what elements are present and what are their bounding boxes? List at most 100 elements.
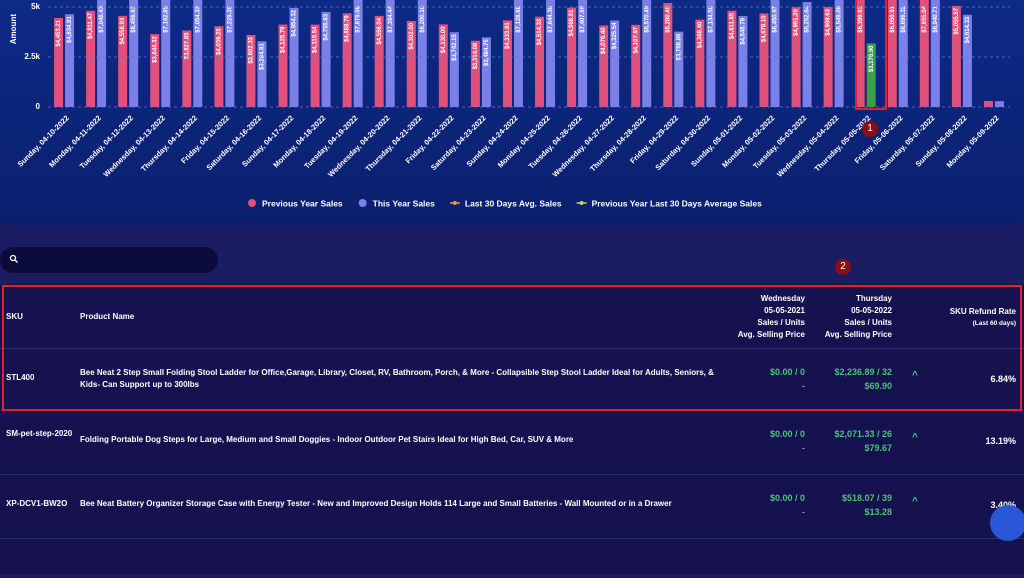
bar (257, 41, 267, 107)
table-row (0, 538, 1024, 578)
data-label: $4,368.40 (697, 21, 703, 48)
bar (289, 7, 299, 108)
data-label: $4,302.00 (409, 22, 415, 49)
table-cell: Folding Portable Dog Steps for Large, Me… (80, 435, 574, 444)
data-label: $4,954.32 (292, 9, 298, 36)
expand-icon: ^ (912, 370, 918, 381)
bar (834, 0, 844, 107)
bar (438, 24, 448, 107)
data-label: $4,039.25 (216, 28, 222, 55)
bar (855, 0, 865, 107)
bar (695, 19, 705, 107)
table-cell: 6.84% (990, 374, 1016, 384)
table-cell: - (802, 381, 805, 391)
bar (214, 26, 224, 108)
y-axis-label: Amount (9, 14, 18, 45)
highlight-box (2, 285, 1022, 411)
header-cell: SKU (6, 312, 23, 321)
data-label: $5,549.08 (837, 5, 843, 32)
bar (182, 30, 192, 107)
data-label: $7,407.69 (580, 5, 586, 32)
header-cell: (Last 60 days) (972, 320, 1016, 327)
bar (513, 0, 523, 107)
data-label: $6,399.63 (858, 5, 864, 32)
table-cell: $2,236.89 / 32 (834, 367, 892, 377)
data-label: $4,999.63 (826, 8, 832, 35)
x-tick-label: Wednesday, 05-04-2022 (775, 113, 840, 178)
data-label: $7,394.44 (388, 5, 394, 32)
bar (535, 16, 545, 107)
x-tick-label: Wednesday, 04-13-2022 (102, 113, 167, 178)
table-cell: XP-DCV1-BW2O (6, 499, 68, 508)
table-cell: $2,071.33 / 26 (834, 429, 892, 439)
data-label: $4,558.93 (120, 17, 126, 44)
legend-swatch (579, 201, 584, 205)
data-label: $7,229.39 (227, 5, 233, 32)
bar (54, 17, 64, 108)
bar (310, 24, 320, 107)
data-label: $5,055.57 (954, 7, 960, 34)
table-cell: $0.00 / 0 (769, 429, 805, 439)
table-cell: SM-pet-step-2020 (6, 429, 73, 438)
x-tick-label: Thursday, 04-21-2022 (364, 113, 424, 173)
header-cell: 05-05-2022 (851, 306, 892, 315)
table-cell: $13.28 (864, 507, 892, 517)
data-label: $8,456.63 (131, 5, 137, 32)
data-label: $4,514.33 (537, 18, 543, 45)
legend-label: Previous Year Last 30 Days Average Sales (592, 198, 763, 208)
data-label: $4,333.91 (505, 22, 511, 49)
data-label: $4,107.97 (633, 26, 639, 53)
legend-swatch (248, 199, 256, 207)
x-tick-label: Tuesday, 04-26-2022 (527, 113, 584, 170)
bar (502, 20, 512, 107)
table-cell: $0.00 / 0 (769, 493, 805, 503)
table-cell: Bee Neat 2 Step Small Folding Stool Ladd… (80, 368, 714, 389)
chat-button[interactable] (990, 505, 1024, 541)
bar (118, 15, 128, 108)
x-tick-label: Tuesday, 04-12-2022 (78, 113, 135, 170)
bar (738, 16, 748, 107)
x-tick-label: Thursday, 04-28-2022 (588, 113, 648, 173)
data-label: $6,940.71 (933, 5, 939, 32)
data-label: $4,125.79 (281, 26, 287, 53)
data-label: $3,602.33 (249, 36, 255, 63)
bar (449, 32, 459, 108)
bar (983, 101, 993, 107)
x-tick-label: Tuesday, 05-03-2022 (751, 113, 808, 170)
data-label: $7,655.04 (922, 5, 928, 32)
table-cell: - (802, 443, 805, 453)
data-label: $4,678.10 (762, 15, 768, 42)
data-label: $4,634.91 (67, 16, 73, 43)
bar (193, 0, 203, 107)
bar (353, 0, 363, 108)
x-tick-label: Wednesday, 04-20-2022 (326, 113, 391, 178)
bar (930, 0, 940, 107)
bar (802, 1, 812, 108)
bar (674, 31, 684, 107)
bar (406, 20, 416, 107)
data-label: $6,200.10 (420, 5, 426, 32)
bar (578, 0, 588, 107)
header-cell: Wednesday (760, 294, 805, 303)
highlight-box (855, 0, 887, 110)
bar (962, 14, 972, 107)
bar (791, 7, 801, 107)
data-label: $3,742.15 (452, 34, 458, 61)
table-cell: $0.00 / 0 (769, 367, 805, 377)
data-label: $4,548.79 (741, 17, 747, 44)
data-label: $5,252.64 (805, 5, 811, 32)
x-tick-label: Saturday, 04-23-2022 (429, 113, 488, 172)
bar (385, 0, 395, 107)
data-label: $7,879.06 (356, 5, 362, 32)
data-label: $4,453.21 (56, 19, 62, 46)
y-tick-label: 2.5k (24, 52, 40, 61)
header-cell: Avg. Selling Price (737, 330, 805, 339)
data-label: $7,128.68 (516, 5, 522, 32)
search-box[interactable] (0, 247, 218, 273)
y-tick-label: 0 (36, 102, 41, 111)
data-label: $6,050.91 (890, 5, 896, 32)
bar (225, 0, 235, 107)
bar (631, 24, 641, 107)
plot: $4,453.21 $4,634.91 $4,811.47 $7,048.43 $4,5… (54, 0, 1004, 108)
